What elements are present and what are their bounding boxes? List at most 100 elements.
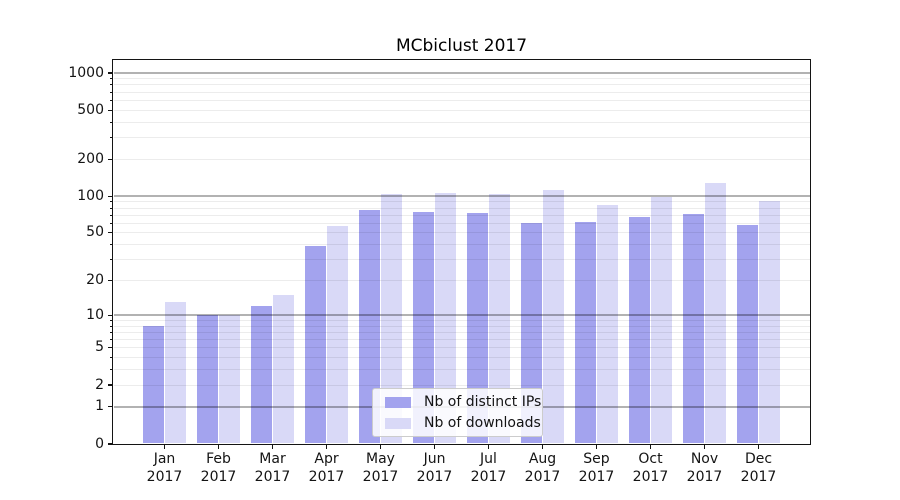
gridline-minor: [113, 384, 810, 386]
gridline-minor: [113, 91, 810, 93]
bar-ips-jul: [466, 212, 489, 444]
y-axis-minor-tick: [110, 109, 113, 111]
bar-ips-feb: [196, 315, 219, 444]
x-tick-year: 2017: [686, 468, 723, 485]
bar-ips-dec: [736, 225, 759, 444]
y-axis-minor-tick: [110, 347, 113, 349]
x-tick-year: 2017: [362, 468, 399, 485]
gridline-minor: [113, 369, 810, 371]
bar-ips-apr: [304, 245, 327, 444]
bar-downloads-may: [380, 194, 403, 444]
y-tick-label: 5: [95, 339, 104, 356]
bar-ips-mar: [250, 306, 273, 444]
y-axis-minor-tick: [110, 232, 113, 234]
gridline-minor: [113, 232, 810, 234]
x-tick-label: Oct 2017: [619, 451, 683, 486]
x-tick-label: Dec 2017: [727, 451, 791, 486]
x-axis-tick: [757, 444, 760, 450]
y-tick-label: 500: [77, 101, 104, 118]
y-axis-tick: [108, 72, 113, 74]
y-tick-label: 20: [86, 272, 104, 288]
y-axis-minor-tick: [110, 331, 113, 333]
x-tick-label: Jun 2017: [403, 451, 467, 486]
gridline-minor: [113, 259, 810, 261]
y-tick-label: 200: [77, 150, 104, 167]
y-axis-minor-tick: [110, 158, 113, 160]
y-axis-minor-tick: [110, 357, 113, 359]
gridline-minor: [113, 158, 810, 160]
y-axis-tick: [108, 443, 113, 445]
y-axis-minor-tick: [110, 244, 113, 246]
bar-ips-nov: [682, 213, 705, 444]
gridline-minor: [113, 325, 810, 327]
x-axis-tick: [271, 444, 274, 450]
gridline-minor: [113, 222, 810, 224]
y-axis-minor-tick: [110, 280, 113, 281]
bar-ips-jun: [412, 212, 435, 444]
x-tick-year: 2017: [578, 468, 615, 485]
bar-downloads-jul: [488, 193, 511, 444]
gridline-minor: [113, 244, 810, 246]
gridline-minor: [113, 84, 810, 86]
x-tick-label: Mar 2017: [241, 451, 305, 486]
y-tick-label: 2: [95, 376, 104, 393]
y-axis-minor-tick: [110, 121, 113, 123]
gridline-minor: [113, 207, 810, 209]
y-tick-label: 10: [86, 306, 104, 323]
gridline-major: [113, 314, 810, 316]
x-tick-month: Apr: [314, 451, 339, 467]
bar-downloads-mar: [272, 295, 295, 444]
legend-row-downloads: Nb of downloads: [385, 414, 541, 432]
x-tick-month: Jan: [153, 451, 176, 467]
x-tick-month: Feb: [206, 451, 231, 467]
x-tick-month: May: [366, 451, 395, 467]
gridline-minor: [113, 357, 810, 359]
gridline-minor: [113, 121, 810, 123]
x-tick-label: Apr 2017: [295, 451, 359, 486]
gridline-minor: [113, 109, 810, 111]
x-axis-tick: [649, 444, 652, 450]
y-tick-label: 50: [86, 224, 104, 241]
y-axis-minor-tick: [110, 214, 113, 216]
x-tick-label: Feb 2017: [187, 451, 251, 486]
y-tick-label: 0: [95, 435, 104, 452]
x-axis-tick: [487, 444, 490, 450]
gridline-minor: [113, 99, 810, 101]
bar-downloads-aug: [542, 189, 565, 444]
y-axis-minor-tick: [110, 201, 113, 203]
legend-swatch-ips-icon: [385, 396, 411, 408]
plot-border: [112, 58, 811, 446]
gridline-minor: [113, 280, 810, 281]
x-tick-month: Mar: [259, 451, 286, 467]
bar-downloads-oct: [650, 196, 673, 444]
bar-ips-oct: [628, 216, 651, 444]
x-tick-year: 2017: [632, 468, 669, 485]
x-tick-year: 2017: [740, 468, 777, 485]
x-tick-year: 2017: [470, 468, 507, 485]
x-axis-tick: [379, 444, 382, 450]
x-tick-label: Aug 2017: [511, 451, 575, 486]
y-axis-tick: [108, 406, 113, 408]
x-tick-label: Sep 2017: [565, 451, 629, 486]
x-tick-year: 2017: [524, 468, 561, 485]
bar-downloads-feb: [218, 315, 241, 444]
x-tick-label: Jul 2017: [457, 451, 521, 486]
gridline-minor: [113, 339, 810, 340]
x-tick-year: 2017: [146, 468, 183, 485]
y-axis-tick: [108, 314, 113, 316]
x-tick-label: Jan 2017: [133, 451, 197, 486]
bar-downloads-jan: [164, 302, 187, 444]
y-axis-minor-tick: [110, 384, 113, 386]
x-tick-month: Dec: [744, 451, 773, 467]
x-axis-tick: [595, 444, 598, 450]
gridline-major: [113, 72, 810, 74]
x-tick-year: 2017: [254, 468, 291, 485]
bar-ips-sep: [574, 222, 597, 444]
x-tick-label: Nov 2017: [673, 451, 737, 486]
gridline-minor: [113, 347, 810, 349]
x-tick-month: Jun: [423, 451, 446, 467]
